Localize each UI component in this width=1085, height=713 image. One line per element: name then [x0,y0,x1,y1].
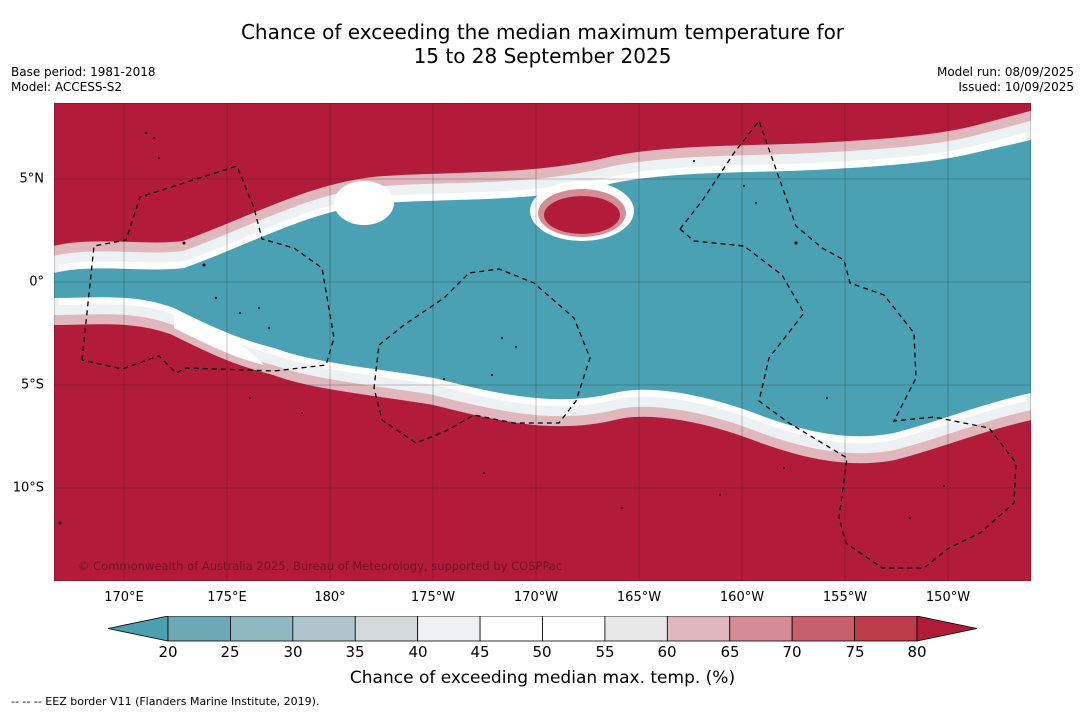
colorbar-segment [354,616,419,642]
copyright-note: © Commonwealth of Australia 2025, Bureau… [78,559,563,573]
colorbar-tick: 40 [408,643,428,661]
lon-label-165w: 165°W [616,590,662,605]
eez-legend: -- -- -- EEZ border V11 (Flanders Marine… [11,695,320,708]
colorbar-segment [729,616,793,642]
lon-label-180: 180° [314,590,346,605]
low-probability-band [54,110,1031,464]
meta-left: Base period: 1981-2018 Model: ACCESS-S2 [11,65,156,95]
colorbar-tick: 60 [657,643,677,661]
colorbar [108,616,978,642]
colorbar-segment [417,616,481,642]
map-title: Chance of exceeding the median maximum t… [0,20,1085,68]
colorbar-segment [542,616,606,642]
model-run: Model run: 08/09/2025 [936,65,1074,79]
lat-label-0: 0° [29,274,44,290]
lon-label-155w: 155°W [822,590,868,605]
colorbar-tick: 80 [907,643,927,661]
lon-label-160w: 160°W [719,590,765,605]
colorbar-tick: 75 [845,643,865,661]
map-panel [54,103,1031,581]
model-name: Model: ACCESS-S2 [11,80,123,94]
lon-label-150w: 150°W [925,590,971,605]
title-line-2: 15 to 28 September 2025 [413,44,672,68]
map-canvas [54,103,1031,581]
colorbar-tick: 50 [532,643,552,661]
lat-label-10s: 10°S [12,480,44,496]
lon-label-170e: 170°E [104,590,144,605]
colorbar-segment [854,616,918,642]
title-line-1: Chance of exceeding the median maximum t… [240,20,845,44]
colorbar-segment [604,616,668,642]
issued-date: Issued: 10/09/2025 [958,80,1074,94]
colorbar-label: Chance of exceeding median max. temp. (%… [349,668,736,688]
colorbar-segment [479,616,543,642]
lat-label-5s: 5°S [20,377,44,393]
colorbar-segment [167,616,231,642]
colorbar-extend-low [108,616,169,642]
colorbar-segment [292,616,356,642]
colorbar-segment [666,616,731,642]
graticule [54,103,1031,581]
base-period: Base period: 1981-2018 [11,65,156,79]
lat-label-5n: 5°N [19,171,45,187]
colorbar-tick: 45 [470,643,490,661]
islands [58,131,945,525]
colorbar-segment [230,616,294,642]
eez-borders [81,119,1017,569]
colorbar-tick: 65 [720,643,740,661]
colorbar-tick: 30 [283,643,303,661]
colorbar-extend-high [916,616,978,642]
colorbar-segment [791,616,855,642]
meta-right: Model run: 08/09/2025 Issued: 10/09/2025 [937,65,1074,95]
colorbar-tick: 70 [782,643,802,661]
colorbar-tick: 20 [158,643,178,661]
lon-label-175e: 175°E [207,590,247,605]
lon-label-175w: 175°W [410,590,456,605]
colorbar-tick: 35 [345,643,365,661]
colorbar-tick: 55 [595,643,615,661]
lon-label-170w: 170°W [513,590,559,605]
colorbar-tick: 25 [220,643,240,661]
